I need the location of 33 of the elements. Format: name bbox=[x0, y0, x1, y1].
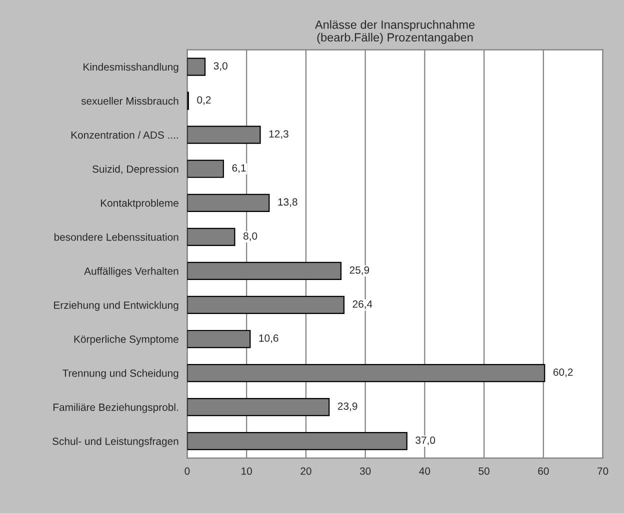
data-label: 12,3 bbox=[269, 130, 288, 139]
x-tick-label: 50 bbox=[478, 467, 490, 475]
data-label: 25,9 bbox=[350, 266, 370, 275]
y-tick-label: Konzentration / ADS .... bbox=[71, 131, 178, 139]
y-tick-label: besondere Lebenssituation bbox=[54, 233, 178, 241]
y-tick-label: sexueller Missbrauch bbox=[81, 97, 178, 105]
y-tick-label: Auffälliges Verhalten bbox=[84, 267, 178, 277]
data-label: 10,6 bbox=[259, 334, 278, 344]
data-label: 6,1 bbox=[232, 164, 246, 173]
data-label: 60,2 bbox=[553, 368, 573, 378]
x-tick-label: 20 bbox=[300, 467, 312, 475]
y-tick-label: Kontaktprobleme bbox=[100, 199, 178, 209]
data-label: 3,0 bbox=[214, 62, 228, 71]
y-tick-label: Körperliche Symptome bbox=[74, 335, 178, 345]
x-tick-label: 60 bbox=[538, 467, 549, 475]
data-label: 0,2 bbox=[197, 96, 211, 105]
x-tick-label: 10 bbox=[242, 467, 252, 475]
data-label: 8,0 bbox=[243, 232, 258, 241]
x-tick-label: 40 bbox=[419, 467, 430, 475]
data-label: 37,0 bbox=[416, 436, 436, 446]
y-tick-label: Suizid, Depression bbox=[92, 165, 178, 175]
y-tick-label: Trennung und Scheidung bbox=[62, 369, 178, 379]
x-tick-label: 30 bbox=[360, 467, 371, 475]
y-tick-label: Erziehung und Entwicklung bbox=[54, 301, 178, 311]
y-tick-label: Familiäre Beziehungsprobl. bbox=[54, 403, 178, 413]
chart-title: Anlässe der Inanspruchnahme (bearb.Fälle) Prozentangaben bbox=[314, 20, 475, 44]
data-label: 26,4 bbox=[352, 300, 372, 310]
y-tick-label: Schul- und Leistungsfragen bbox=[52, 437, 178, 448]
data-label: 23,9 bbox=[338, 402, 358, 412]
x-tick-label: 70 bbox=[598, 467, 608, 475]
y-tick-label: Kindesmisshandlung bbox=[84, 63, 178, 73]
data-label: 13,8 bbox=[278, 198, 298, 207]
x-tick-label: 0 bbox=[184, 467, 190, 475]
